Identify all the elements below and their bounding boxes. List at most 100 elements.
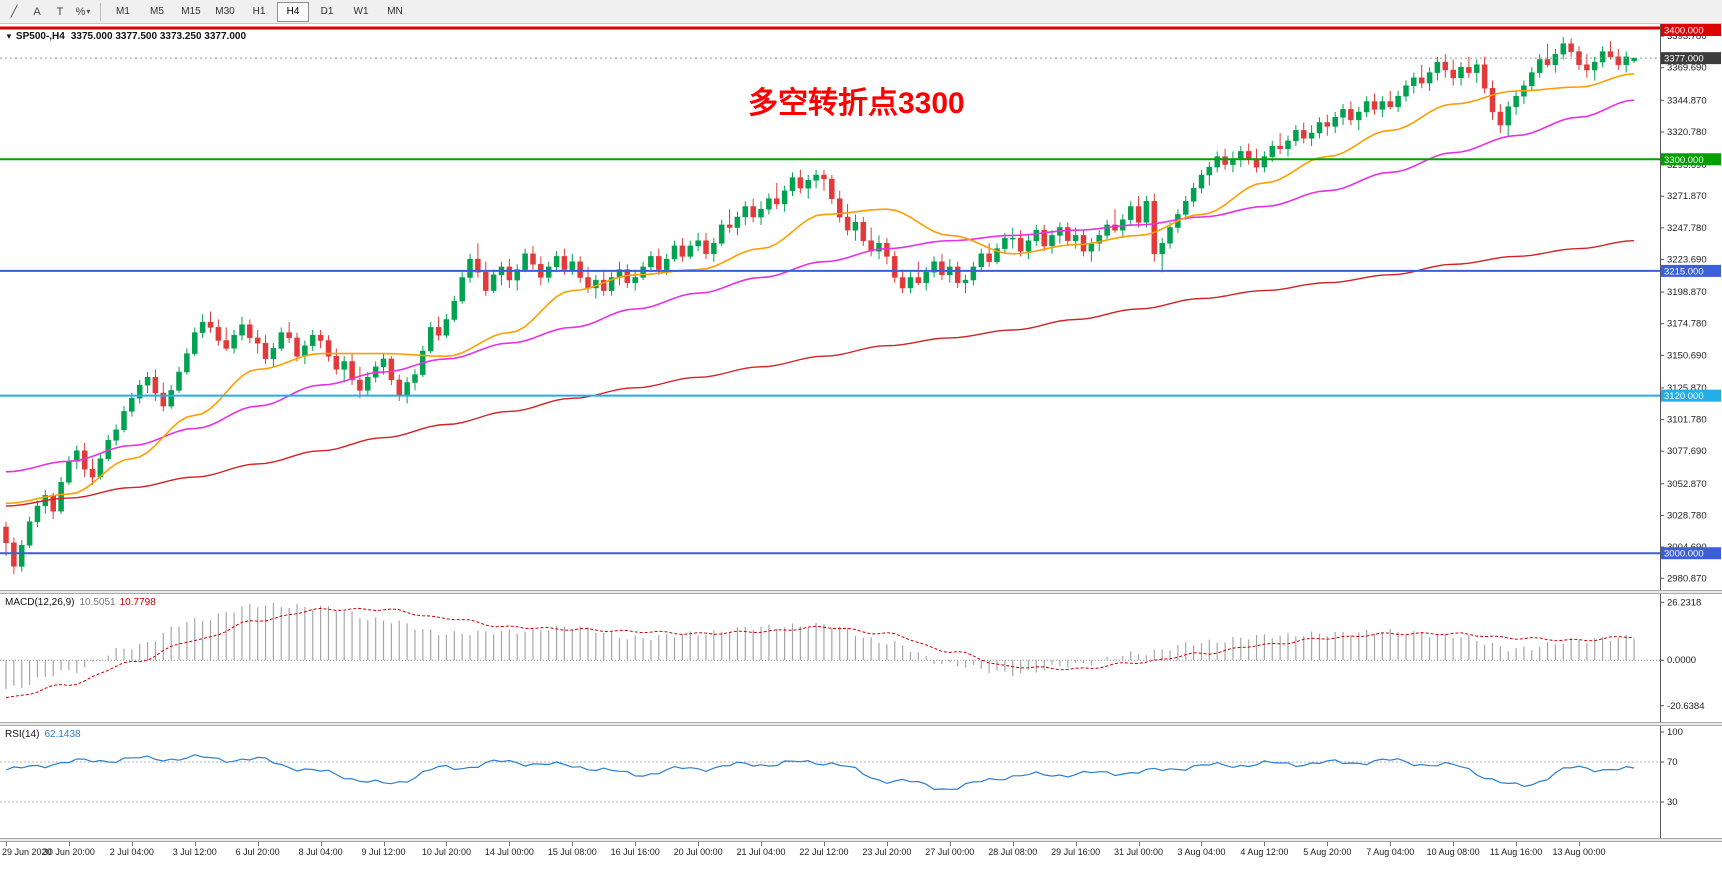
symbol-timeframe-label: SP500-,H4 (15, 31, 65, 42)
time-tick (823, 842, 825, 846)
macd-canvas[interactable]: 26.2318 0.0000 -20.6384 (0, 594, 1722, 722)
rsi-canvas[interactable]: 100 70 30 (0, 726, 1722, 838)
price-tick-label: 3393.780 (1667, 31, 1707, 42)
time-axis-label: 30 Jun 20:00 (42, 847, 95, 857)
time-tick (194, 842, 196, 846)
fibonacci-tool-button[interactable]: % ▾ (72, 2, 94, 22)
time-tick (1390, 842, 1392, 846)
text-label-tool-button-icon: T (56, 5, 64, 18)
pane-resize-handle[interactable] (0, 722, 1722, 726)
macd-tick-label: 26.2318 (1667, 597, 1701, 608)
price-tick-label: 3344.870 (1667, 95, 1707, 106)
time-axis-label: 9 Jul 12:00 (361, 847, 406, 857)
price-tick-label: 3101.780 (1667, 415, 1707, 426)
main-chart-canvas[interactable]: 3393.780 3369.690 3344.870 3320.780 3295.690… (0, 24, 1722, 590)
time-axis-label: 31 Jul 00:00 (1114, 847, 1164, 857)
ma_slow-line (5, 240, 1635, 507)
time-tick (635, 842, 637, 846)
rsi-value: 62.1438 (44, 729, 81, 740)
time-tick (1201, 842, 1203, 846)
symbol-dropdown-icon[interactable]: ▼ (5, 32, 13, 41)
time-axis-label: 3 Aug 04:00 (1177, 847, 1226, 857)
timeframe-button-m1[interactable]: M1 (116, 6, 130, 17)
time-tick (1138, 842, 1140, 846)
macd-signal-line (5, 607, 1635, 699)
chart-header: ▼ SP500-,H4 3375.000 3377.500 3373.250 337… (5, 31, 246, 42)
timeframe-button-h4[interactable]: H4 (277, 1, 309, 22)
time-axis-label: 20 Jul 00:00 (673, 847, 723, 857)
time-tick (320, 842, 322, 846)
price-line-label: 3377.000 (1664, 54, 1704, 65)
rsi-tick-label: 100 (1667, 727, 1683, 738)
timeframe-button-mn[interactable]: MN (387, 6, 403, 17)
timeframe-button-h1[interactable]: H1 (252, 6, 266, 17)
rsi-pane[interactable]: 100 70 30 RSI(14) 62.1438 (0, 726, 1722, 838)
time-tick (1327, 842, 1329, 846)
pane-resize-handle[interactable] (0, 838, 1722, 842)
time-axis-label: 3 Jul 12:00 (172, 847, 217, 857)
macd-signal-value: 10.7798 (119, 597, 156, 608)
timeframe-button-m30[interactable]: M30 (215, 6, 235, 17)
price-tick-label: 3320.780 (1667, 127, 1707, 138)
timeframes-toolbar: M1 M5 M15 M30 H1 H4 D1 W1 MN (106, 1, 412, 22)
time-axis-label: 8 Jul 04:00 (298, 847, 343, 857)
price-line-label: 3120.000 (1664, 391, 1704, 402)
time-axis-label: 7 Aug 04:00 (1366, 847, 1415, 857)
price-tick-label: 3369.690 (1667, 63, 1707, 74)
text-label-tool-button[interactable]: T (49, 2, 71, 22)
time-axis-label: 5 Aug 20:00 (1303, 847, 1352, 857)
pane-resize-handle[interactable] (0, 590, 1722, 594)
time-tick (68, 842, 70, 846)
time-tick (1075, 842, 1077, 846)
time-tick (572, 842, 574, 846)
timeframe-button-m15[interactable]: M15 (181, 6, 201, 17)
time-axis-label: 15 Jul 08:00 (547, 847, 597, 857)
time-axis-label: 13 Aug 00:00 (1552, 847, 1606, 857)
price-tick-label: 2980.870 (1667, 573, 1707, 584)
time-axis-label: 27 Jul 00:00 (925, 847, 975, 857)
price-tick-label: 3247.780 (1667, 223, 1707, 234)
timeframe-button-d1[interactable]: D1 (320, 6, 334, 17)
time-tick (446, 842, 448, 846)
price-tick-label: 3125.870 (1667, 383, 1707, 394)
time-axis-label: 10 Aug 08:00 (1426, 847, 1480, 857)
price-tick-label: 3052.870 (1667, 479, 1707, 490)
price-tick-label: 3295.690 (1667, 160, 1707, 171)
rsi-label: RSI(14) 62.1438 (5, 729, 81, 740)
ohlc-readout: 3375.000 3377.500 3373.250 3377.000 (70, 31, 247, 42)
rsi-line (5, 754, 1635, 791)
main-chart-pane[interactable]: 3393.780 3369.690 3344.870 3320.780 3295.690… (0, 24, 1722, 590)
macd-tick-label: 0.0000 (1667, 655, 1696, 666)
time-tick (949, 842, 951, 846)
time-tick (698, 842, 700, 846)
time-tick (383, 842, 385, 846)
time-tick (509, 842, 511, 846)
timeframe-button-w1[interactable]: W1 (353, 6, 369, 17)
macd-label: MACD(12,26,9) 10.5051 10.7798 (5, 597, 156, 608)
price-tick-label: 3223.690 (1667, 254, 1707, 265)
time-axis-label: 23 Jul 20:00 (862, 847, 912, 857)
price-tick-label: 3028.780 (1667, 510, 1707, 521)
timeframe-button-m5[interactable]: M5 (150, 6, 164, 17)
fibonacci-tool-button-icon: % (75, 5, 86, 18)
toolbar-separator (100, 2, 101, 21)
macd-tick-label: -20.6384 (1667, 701, 1705, 712)
time-axis-label: 6 Jul 20:00 (235, 847, 280, 857)
ma_fast-line (5, 73, 1635, 505)
trendline-tool-button[interactable]: ╱ (3, 2, 25, 22)
time-axis-label: 11 Aug 16:00 (1489, 847, 1543, 857)
time-axis-label: 10 Jul 20:00 (421, 847, 471, 857)
time-tick (761, 842, 763, 846)
price-line-label: 3000.000 (1664, 549, 1704, 560)
price-tick-label: 3174.780 (1667, 319, 1707, 330)
time-tick (1516, 842, 1518, 846)
time-tick (1453, 842, 1455, 846)
ma_mid-line (5, 99, 1635, 473)
time-axis[interactable]: 29 Jun 2020 30 Jun 20:00 2 Jul 04:00 3 Jul … (0, 842, 1722, 892)
macd-pane[interactable]: 26.2318 0.0000 -20.6384 MACD(12,26,9) 10.50… (0, 594, 1722, 722)
time-tick (6, 842, 7, 846)
time-tick (1012, 842, 1014, 846)
annotation-text: 多空转折点3300 (748, 87, 965, 120)
text-tool-button[interactable]: A (26, 2, 48, 22)
